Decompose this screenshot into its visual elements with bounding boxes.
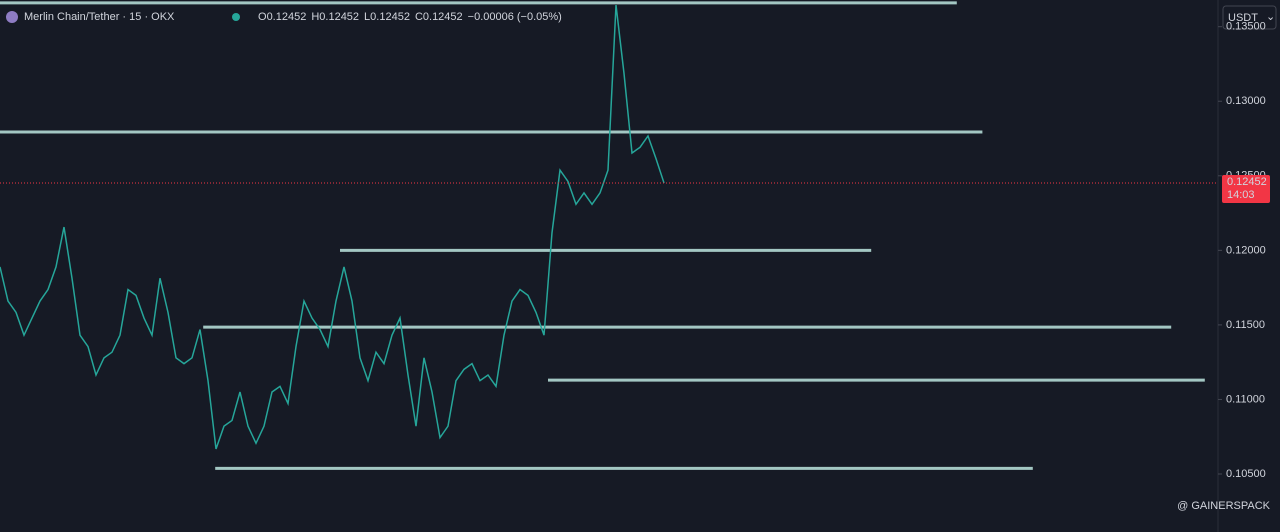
dropdown-caret[interactable]: ⌄ [1266,11,1275,23]
ohlc-key: H [311,11,319,23]
last-price-label: 0.12452 [1227,176,1267,188]
ohlc-value: 0.12452 [319,11,359,23]
y-tick-label: 0.13000 [1226,95,1266,107]
currency-button[interactable] [1222,5,1277,30]
y-tick-label: 0.11500 [1226,319,1265,331]
ohlc-legend: O 0.12452 H 0.12452 L 0.12452 C 0.12452 −0.00006… [258,11,562,23]
ohlc-value: 0.12452 [267,11,307,23]
status-dot [232,13,240,21]
watermark: @ GAINERSPACK [1177,500,1271,512]
ohlc-value: 0.12452 [423,11,463,23]
ohlc-key: L [364,11,370,23]
ohlc-key: O [258,11,267,23]
countdown: 14:03 [1227,189,1255,201]
change: −0.00006 (−0.05%) [468,11,562,23]
y-tick-label: 0.13500 [1226,21,1266,33]
price-line [0,4,665,450]
y-tick-label: 0.12000 [1226,244,1266,256]
y-tick-label: 0.11000 [1226,393,1265,405]
y-tick-label: 0.10500 [1226,468,1266,480]
currency[interactable]: USDT [1228,12,1258,24]
last-price-tag [1222,174,1270,203]
ohlc-value: 0.12452 [370,11,410,23]
symbol: Merlin Chain/Tether · 15 · OKX [24,11,175,23]
symbol-icon [6,11,18,23]
ohlc-key: C [415,11,423,23]
